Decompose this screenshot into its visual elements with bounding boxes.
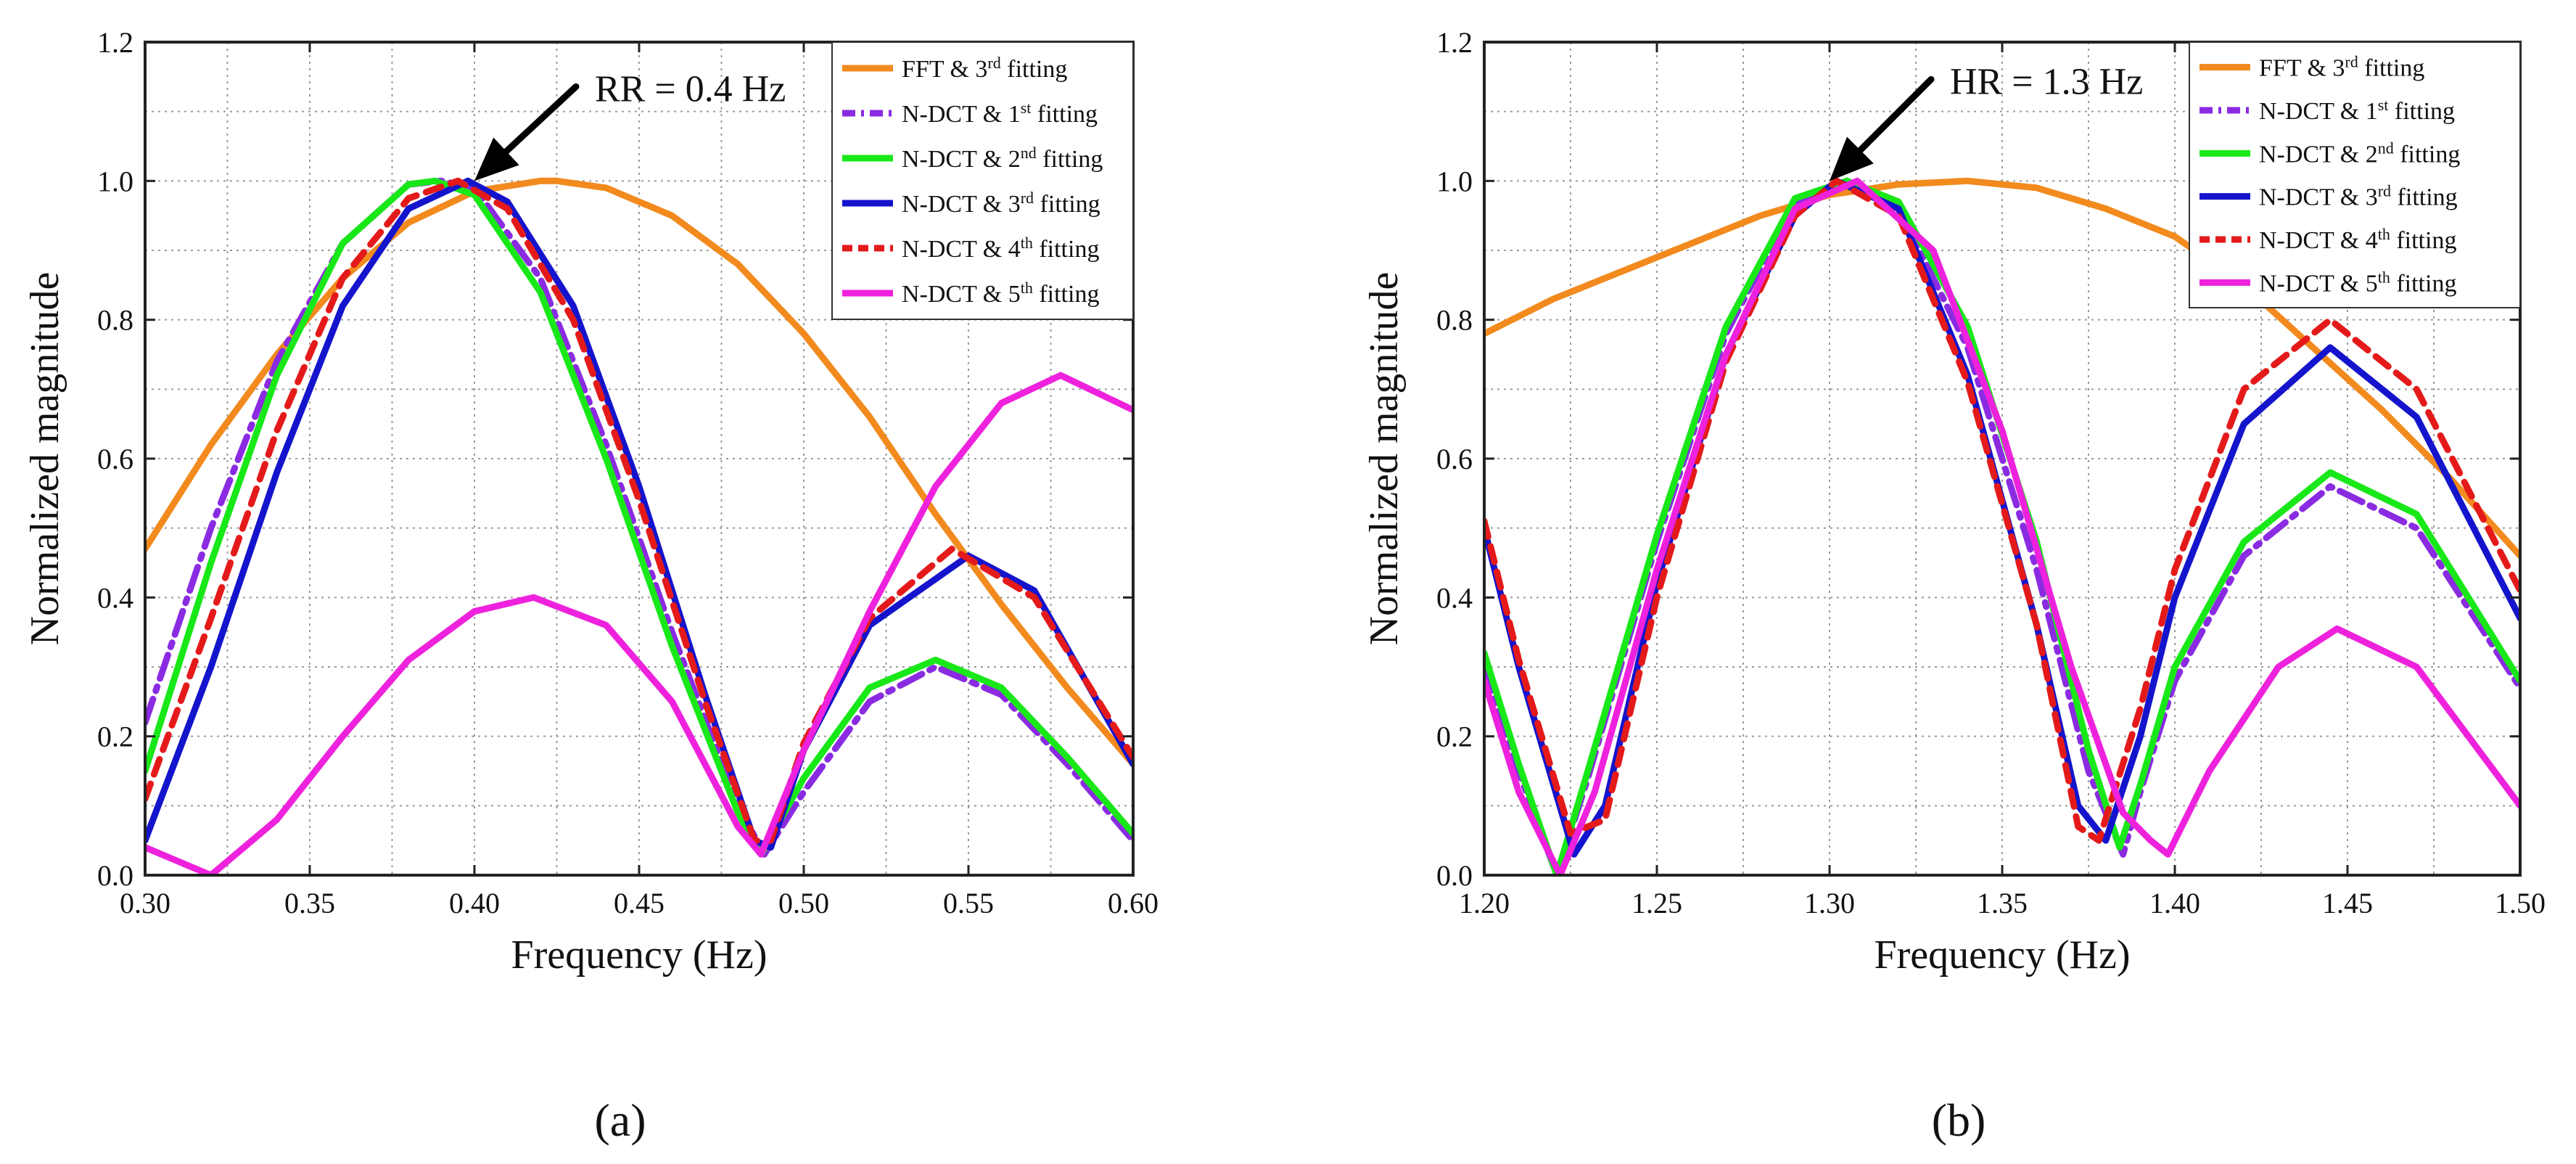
series-line-n-dct-2nd-fitting (145, 177, 1133, 858)
x-tick-label: 0.55 (943, 887, 994, 919)
panel-label-a: (a) (594, 1094, 646, 1146)
y-tick-label: 1.0 (1436, 165, 1473, 197)
legend-box (2189, 41, 2521, 308)
legend-label: N-DCT & 4th fitting (902, 234, 1099, 263)
y-tick-label: 1.0 (97, 165, 133, 197)
chart-panel-b: 1.20 1.25 1.30 1.35 1.40 1.45 1.50 0.0 0.2 0.4 0.6… (1362, 26, 2546, 977)
annotation-text: HR = 1.3 Hz (1950, 61, 2143, 102)
annotation-text: RR = 0.4 Hz (595, 68, 786, 110)
legend-label: N-DCT & 5th fitting (2259, 268, 2456, 298)
series-line-n-dct-2nd-fitting (1484, 177, 2520, 875)
legend-label: N-DCT & 5th fitting (902, 279, 1099, 308)
y-tick-label: 0.2 (97, 721, 133, 753)
x-tick-label: 1.35 (1977, 887, 2028, 919)
x-tick-label: 0.30 (120, 887, 170, 919)
y-tick-label: 0.6 (97, 443, 133, 475)
x-tick-label: 0.45 (614, 887, 664, 919)
x-tick-label: 1.50 (2495, 887, 2546, 919)
y-tick-label: 0.0 (97, 859, 133, 892)
legend-label: FFT & 3rd fitting (2259, 52, 2424, 82)
series-group (1484, 177, 2520, 875)
panel-label-b: (b) (1932, 1094, 1986, 1146)
x-tick-label: 0.35 (284, 887, 335, 919)
legend-label: FFT & 3rd fitting (902, 54, 1067, 83)
legend: FFT & 3rd fitting N-DCT & 1st fitting N-DC… (2189, 41, 2521, 308)
series-line-n-dct-3rd-fitting (145, 177, 1133, 851)
x-tick-label: 1.25 (1631, 887, 1682, 919)
x-tick-label: 1.30 (1804, 887, 1855, 919)
series-line-n-dct-4th-fitting (1484, 177, 2520, 844)
legend-box (831, 41, 1134, 320)
legend-label: N-DCT & 3rd fitting (2259, 181, 2458, 211)
y-axis-title: Normalized magnitude (22, 272, 67, 646)
legend-label: N-DCT & 3rd fitting (902, 189, 1100, 218)
series-group (145, 177, 1133, 875)
y-axis-title: Normalized magnitude (1362, 272, 1407, 646)
series-line-n-dct-5th-fitting (145, 372, 1133, 875)
annotation-arrow-shaft (1856, 75, 1935, 154)
annotation-arrow-head (1830, 136, 1874, 181)
y-tick-label: 0.0 (1436, 859, 1473, 892)
legend: FFT & 3rd fitting N-DCT & 1st fitting N-DC… (831, 41, 1134, 320)
series-line-n-dct-5th-fitting (1484, 177, 2520, 875)
y-tick-label: 0.4 (97, 581, 133, 614)
y-tick-label: 0.4 (1436, 581, 1473, 614)
y-tick-label: 0.2 (1436, 721, 1473, 753)
x-axis-title: Frequency (Hz) (511, 933, 768, 977)
series-line-n-dct-4th-fitting (145, 177, 1133, 844)
series-line-fft-3rd-fitting (1484, 177, 2520, 560)
annotation-arrow-shaft (503, 83, 580, 155)
legend-label: N-DCT & 1st fitting (902, 99, 1098, 128)
y-tick-label: 1.2 (97, 26, 133, 59)
annotation-arrow-head (474, 137, 519, 181)
legend-label: N-DCT & 2nd fitting (902, 144, 1103, 173)
y-tick-label: 1.2 (1436, 26, 1473, 59)
x-tick-label: 1.45 (2322, 887, 2373, 919)
y-tick-label: 0.6 (1436, 443, 1473, 475)
legend-label: N-DCT & 4th fitting (2259, 225, 2456, 255)
x-axis-title: Frequency (Hz) (1875, 933, 2131, 977)
y-tick-label: 0.8 (97, 304, 133, 337)
series-line-fft-3rd-fitting (145, 177, 1133, 768)
legend-label: N-DCT & 2nd fitting (2259, 139, 2460, 168)
x-tick-label: 0.60 (1108, 887, 1159, 919)
x-tick-label: 1.20 (1459, 887, 1510, 919)
y-tick-label: 0.8 (1436, 304, 1473, 337)
x-tick-label: 0.40 (449, 887, 500, 919)
legend-label: N-DCT & 1st fitting (2259, 96, 2455, 126)
x-tick-label: 0.50 (778, 887, 829, 919)
chart-panel-a: 0.30 0.35 0.40 0.45 0.50 0.55 0.60 0.0 0.2 0.4 0.6… (22, 26, 1159, 977)
x-tick-label: 1.40 (2149, 887, 2200, 919)
